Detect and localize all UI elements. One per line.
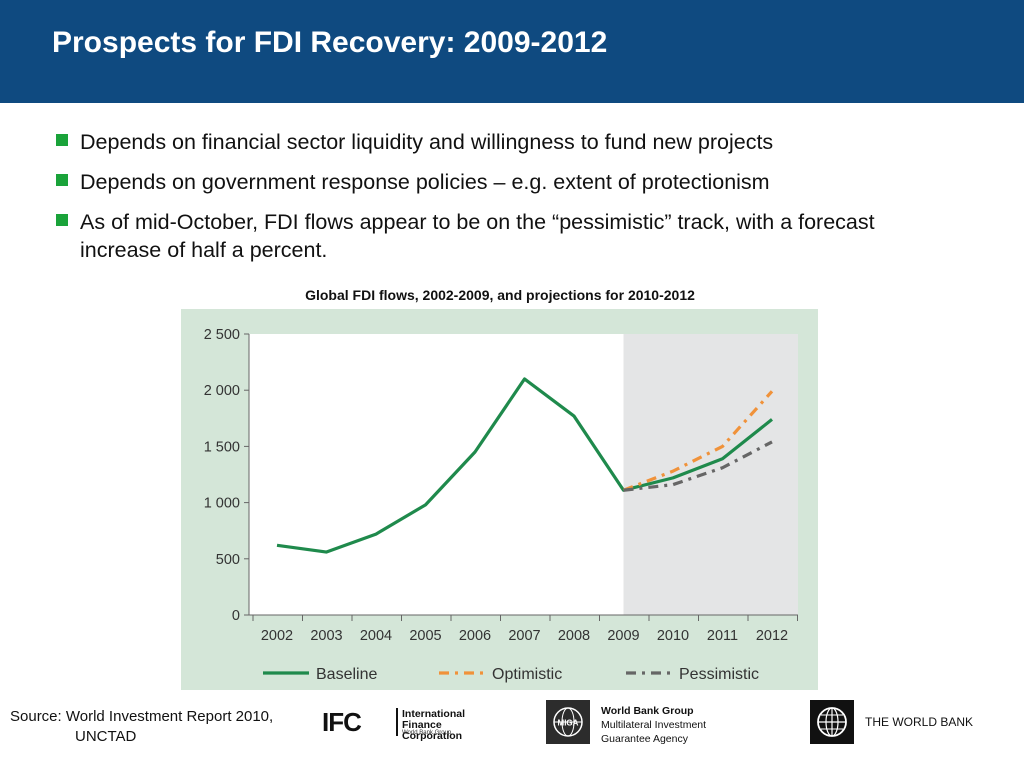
miga-caption-line-3: Guarantee Agency — [601, 733, 688, 745]
y-axis: 0 500 1 000 1 500 2 000 2 500 — [204, 327, 250, 624]
miga-globe-icon: MIGA — [553, 707, 583, 737]
x-tick-label: 2003 — [310, 628, 342, 644]
x-tick-label: 2012 — [756, 628, 788, 644]
miga-caption-line-1: World Bank Group — [601, 705, 694, 717]
slide-title: Prospects for FDI Recovery: 2009-2012 — [52, 26, 608, 59]
ifc-name-line-1: International — [402, 708, 466, 720]
miga-logo: MIGA — [546, 700, 590, 744]
source-line-2: UNCTAD — [75, 728, 137, 745]
title-bar: Prospects for FDI Recovery: 2009-2012 — [0, 0, 1024, 103]
bullet-text: Depends on government response policies … — [80, 170, 770, 194]
plot-area — [249, 334, 798, 615]
x-tick-label: 2002 — [261, 628, 293, 644]
bullet-square-icon — [56, 174, 68, 186]
miga-logo-text: MIGA — [558, 719, 579, 728]
x-tick-label: 2006 — [459, 628, 491, 644]
y-tick-label: 2 000 — [204, 383, 240, 399]
y-tick-label: 1 000 — [204, 496, 240, 512]
y-tick-label: 1 500 — [204, 439, 240, 455]
y-tick-label: 0 — [232, 608, 240, 624]
ifc-logo-divider — [396, 708, 398, 736]
legend-label-optimistic: Optimistic — [492, 666, 562, 683]
chart-title: Global FDI flows, 2002-2009, and project… — [305, 287, 695, 303]
source-line-1: Source: World Investment Report 2010, — [10, 708, 274, 725]
x-tick-label: 2004 — [360, 628, 392, 644]
bullet-square-icon — [56, 134, 68, 146]
world-bank-logo — [810, 700, 854, 744]
bullet-item: Depends on financial sector liquidity an… — [56, 128, 956, 156]
bullet-list: Depends on financial sector liquidity an… — [56, 128, 956, 276]
source-note: Source: World Investment Report 2010, UN… — [10, 707, 273, 747]
ifc-logo-name: International Finance Corporation — [402, 709, 502, 742]
chart-legend: Baseline Optimistic Pessimistic — [263, 666, 759, 683]
bullet-text: Depends on financial sector liquidity an… — [80, 130, 774, 154]
bullet-square-icon — [56, 214, 68, 226]
y-tick-label: 500 — [216, 552, 240, 568]
x-tick-label: 2011 — [707, 628, 738, 644]
ifc-logo-mark: IFC — [322, 707, 362, 737]
ifc-name-line-2: Finance Corporation — [402, 719, 463, 742]
miga-caption-line-2: Multilateral Investment — [601, 719, 707, 731]
bullet-item: Depends on government response policies … — [56, 168, 956, 196]
legend-label-pessimistic: Pessimistic — [679, 666, 759, 683]
bullet-item: As of mid-October, FDI flows appear to b… — [56, 208, 956, 264]
y-tick-label: 2 500 — [204, 327, 240, 343]
bullet-text: As of mid-October, FDI flows appear to b… — [80, 210, 875, 262]
x-tick-label: 2009 — [607, 628, 639, 644]
series-layer — [276, 377, 774, 554]
ifc-logo: IFC International Finance Corporation Wo… — [322, 706, 502, 742]
x-tick-label: 2008 — [558, 628, 590, 644]
projection-shade — [623, 334, 798, 615]
x-axis: 2002 2003 2004 2005 2006 2007 2008 2009 2010 2011… — [249, 614, 798, 644]
series-line-pessimistic — [623, 440, 773, 492]
series-line-optimistic — [622, 390, 774, 492]
x-tick-label: 2007 — [508, 628, 540, 644]
world-bank-globe-icon — [817, 707, 847, 737]
ifc-logo-sub: World Bank Group — [402, 730, 452, 736]
x-tick-label: 2010 — [657, 628, 689, 644]
miga-caption: World Bank Group Multilateral Investment… — [601, 704, 706, 746]
legend-label-baseline: Baseline — [316, 666, 377, 683]
world-bank-label: THE WORLD BANK — [865, 715, 974, 729]
x-tick-label: 2005 — [409, 628, 441, 644]
